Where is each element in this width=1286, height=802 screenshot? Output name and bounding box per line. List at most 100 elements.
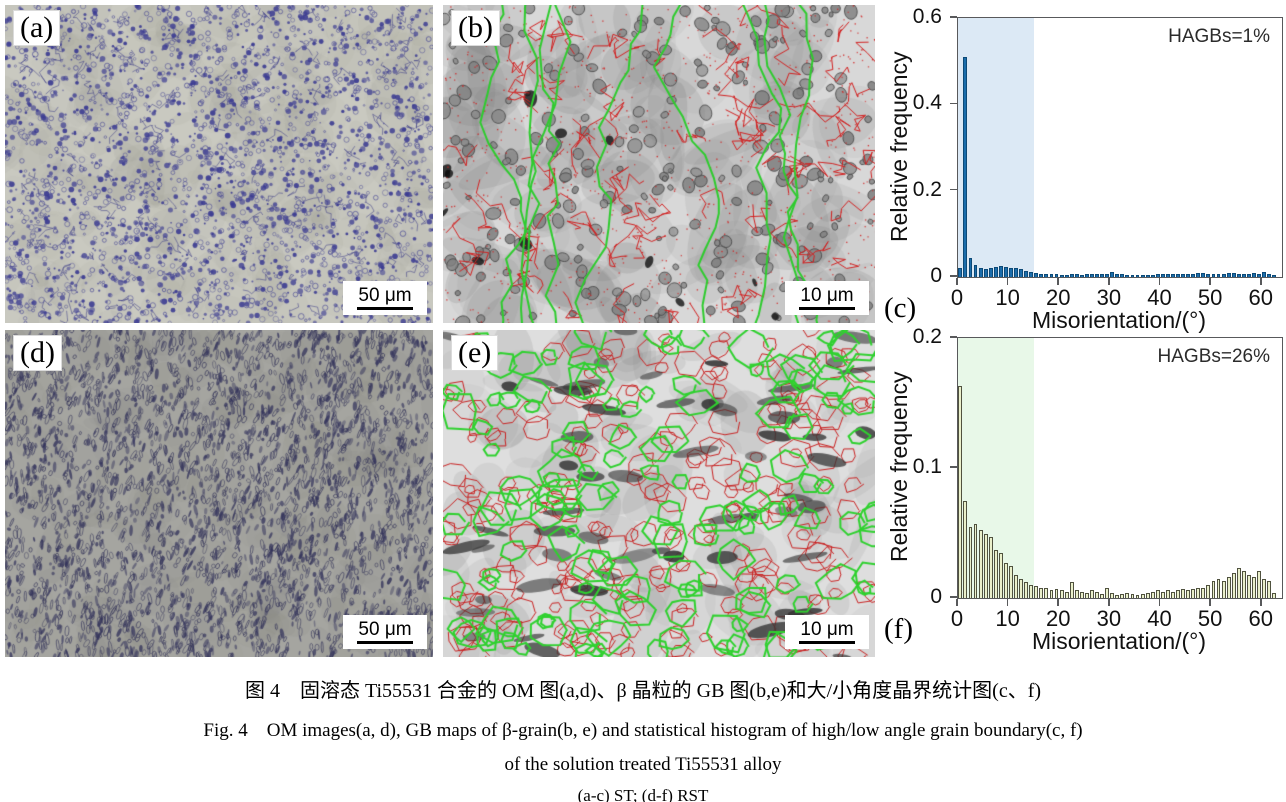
histogram-bar <box>1186 274 1191 277</box>
histogram-bar <box>1115 595 1120 598</box>
histogram-bar <box>1019 269 1023 277</box>
caption-line-en-1: Fig. 4 OM images(a, d), GB maps of β-gra… <box>203 720 1083 741</box>
histogram-bar <box>963 500 968 598</box>
histogram-bar <box>1252 577 1256 598</box>
x-tick-label: 20 <box>1046 606 1071 631</box>
histogram-bar <box>1216 273 1221 277</box>
histogram-bar <box>1165 590 1170 598</box>
histogram-bar <box>1267 273 1272 277</box>
histogram-bar <box>978 530 983 598</box>
histogram-bar <box>963 56 968 277</box>
om-micrograph-d: (d) 50 μm <box>5 330 433 657</box>
plot-area-c: HAGBs=1% <box>957 17 1283 278</box>
y-tick-label: 0.4 <box>912 91 942 115</box>
scale-bar-e: 10 μm <box>785 615 869 649</box>
histogram-bar <box>1074 590 1079 598</box>
histogram-bar <box>1074 274 1079 277</box>
histogram-bar <box>1211 273 1216 277</box>
x-tick-label: 20 <box>1046 285 1071 310</box>
histogram-bar <box>1105 273 1110 277</box>
histogram-bar <box>1130 274 1135 277</box>
y-tick-mark <box>950 596 957 598</box>
scale-bar-b: 10 μm <box>785 281 869 315</box>
y-tick-label: 0.6 <box>912 5 942 28</box>
y-tick-mark <box>950 188 957 191</box>
histogram-bar <box>1029 585 1034 598</box>
histogram-bar <box>1014 268 1018 277</box>
x-tick-label: 10 <box>995 285 1020 310</box>
panel-label-f: (f) <box>884 613 913 645</box>
x-tick-mark <box>956 598 958 606</box>
histogram-bar <box>1014 574 1018 598</box>
histogram-bar <box>1069 582 1074 598</box>
histogram-bar <box>1216 578 1221 598</box>
x-tick-label: 50 <box>1197 285 1223 310</box>
gb-map-b: (b) 10 μm <box>443 5 875 323</box>
scale-bar-d: 50 μm <box>343 615 427 649</box>
histogram-bar <box>1003 266 1008 277</box>
histogram-bar <box>1135 595 1140 598</box>
histogram-bar <box>1257 570 1261 598</box>
histogram-bar <box>1084 274 1089 277</box>
x-tick-label: 40 <box>1147 606 1172 631</box>
histogram-bar <box>1009 565 1013 598</box>
histogram-bar <box>958 386 963 598</box>
plot-area-f: HAGBs=26% <box>957 337 1283 599</box>
histogram-bar <box>1241 570 1246 598</box>
panel-label-e: (e) <box>451 335 499 371</box>
histogram-bar <box>1135 274 1140 277</box>
histogram-bar <box>958 268 963 277</box>
y-tick-mark <box>950 16 957 18</box>
x-tick-label: 0 <box>950 285 964 310</box>
om-micrograph-d-canvas <box>5 330 433 657</box>
histogram-bar <box>1226 577 1231 598</box>
histogram-bar <box>1150 274 1155 277</box>
y-tick-label: 0 <box>930 585 942 608</box>
om-micrograph-a-canvas <box>5 5 433 323</box>
histogram-bar <box>1044 587 1049 598</box>
histogram-bar <box>983 534 988 598</box>
histogram-bar <box>1049 273 1054 277</box>
scale-bar-a-line <box>357 307 413 310</box>
histogram-bar <box>1231 573 1236 598</box>
histogram-bar <box>1019 578 1023 598</box>
histogram-bar <box>1176 273 1180 277</box>
histogram-bar <box>1262 578 1266 598</box>
caption-line-en-2: of the solution treated Ti55531 alloy <box>504 754 782 775</box>
histogram-bar <box>983 269 988 277</box>
y-tick-mark <box>950 102 957 105</box>
y-tick-label: 0.2 <box>912 325 942 348</box>
histogram-bar <box>1024 270 1029 277</box>
histogram-bar <box>1024 582 1029 598</box>
gb-map-b-canvas <box>443 5 875 323</box>
histogram-bar <box>1196 587 1201 598</box>
histogram-bar <box>1231 273 1236 277</box>
histogram-bar <box>1267 581 1272 598</box>
histogram-bar <box>1003 562 1008 598</box>
histogram-bar <box>1272 275 1277 277</box>
histogram-bar <box>1110 592 1115 598</box>
histogram-bar <box>1100 274 1104 277</box>
histogram-bar <box>1059 274 1064 277</box>
figure-caption: 图 4 固溶态 Ti55531 合金的 OM 图(a,d)、β 晶粒的 GB 图… <box>0 674 1286 802</box>
x-tick-mark <box>1209 277 1211 285</box>
scale-bar-b-text: 10 μm <box>800 285 854 306</box>
scale-bar-e-line <box>799 641 855 644</box>
histogram-bar <box>1100 594 1104 598</box>
histogram-bar <box>973 523 978 598</box>
x-tick-mark <box>956 277 958 285</box>
histogram-bar <box>1171 274 1175 277</box>
histogram-bar <box>1034 586 1039 598</box>
hagbs-annotation-f: HAGBs=26% <box>1157 346 1270 367</box>
histogram-bar <box>1064 591 1069 598</box>
histogram-bar <box>1145 592 1150 598</box>
histogram-bar <box>1211 581 1216 598</box>
histogram-bar <box>1150 591 1155 598</box>
y-tick-label: 0 <box>930 264 942 287</box>
scale-bar-a-text: 50 μm <box>358 285 412 306</box>
gb-map-e: (e) 10 μm <box>443 330 875 657</box>
histogram-bar <box>1130 594 1135 598</box>
x-tick-mark <box>1259 277 1262 285</box>
histogram-bar <box>968 526 973 598</box>
histogram-c: Relative frequency HAGBs=1% (c) Misorien… <box>880 0 1286 333</box>
